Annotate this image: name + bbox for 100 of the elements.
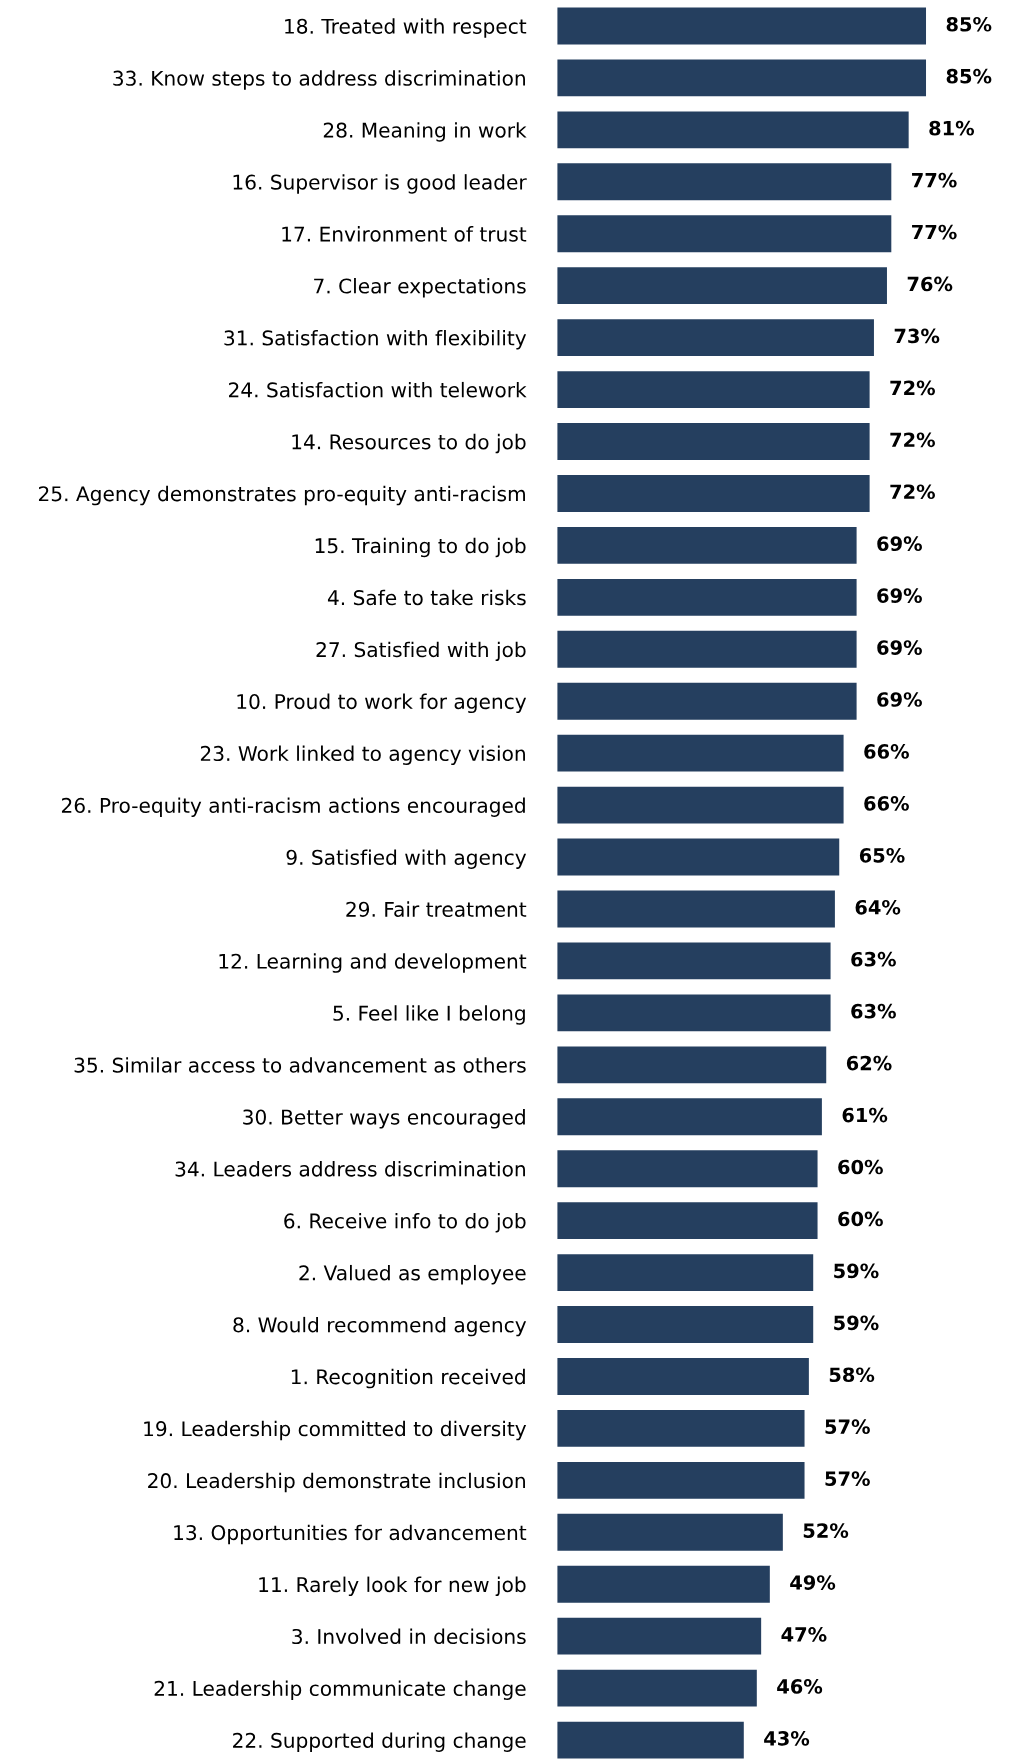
bar <box>557 942 831 980</box>
bar <box>557 1358 809 1395</box>
bar <box>557 1046 827 1084</box>
data-label: 52% <box>803 1523 849 1538</box>
y-tick-label: 28. Meaning in work <box>323 122 527 142</box>
bar <box>557 890 835 928</box>
y-tick-label: 2. Valued as employee <box>299 1264 526 1285</box>
data-label: 66% <box>864 744 909 759</box>
y-tick-label: 6. Receive info to do job <box>284 1212 526 1233</box>
data-label: 72% <box>890 432 935 448</box>
data-label: 65% <box>859 847 905 863</box>
y-tick-label: 29. Fair treatment <box>346 901 527 917</box>
y-tick-label: 12. Learning and development <box>219 953 527 973</box>
y-tick-label: 4. Safe to take risks <box>327 589 526 606</box>
bar <box>557 1254 814 1292</box>
data-label: 69% <box>877 588 922 603</box>
data-label: 60% <box>838 1159 883 1175</box>
bar <box>557 371 870 409</box>
bar <box>557 111 909 149</box>
y-tick-label: 3. Involved in decisions <box>292 1628 526 1645</box>
y-tick-label: 26. Pro-equity anti-racism actions encouraged <box>61 797 525 817</box>
y-tick-label: 13. Opportunities for advancement <box>174 1524 527 1545</box>
y-tick-label: 35. Similar access to advancement as others <box>74 1057 526 1073</box>
y-tick-label: 33. Know steps to address discrimination <box>113 70 525 90</box>
data-label: 77% <box>912 172 957 188</box>
data-label: 47% <box>781 1627 827 1642</box>
data-label: 81% <box>929 120 975 136</box>
data-label: 85% <box>946 68 992 84</box>
bar <box>557 267 887 305</box>
y-tick-label: 10. Proud to work for agency <box>237 693 527 714</box>
bar <box>557 1098 822 1136</box>
data-label: 59% <box>834 1263 879 1279</box>
data-label: 77% <box>912 224 957 240</box>
bar <box>557 1721 744 1759</box>
bar <box>557 1669 757 1707</box>
y-tick-label: 31. Satisfaction with flexibility <box>224 329 527 350</box>
bar <box>557 475 870 512</box>
bar <box>557 319 874 357</box>
bar <box>557 1565 770 1603</box>
y-tick-label: 19. Leadership committed to diversity <box>144 1420 527 1441</box>
y-tick-label: 27. Satisfied with job <box>316 641 526 662</box>
bar <box>557 682 857 720</box>
y-tick-label: 8. Would recommend agency <box>233 1316 527 1337</box>
bar <box>557 163 892 201</box>
bar <box>557 578 857 616</box>
bar <box>557 526 857 564</box>
data-label: 64% <box>855 899 901 915</box>
data-label: 63% <box>851 1003 896 1019</box>
y-tick-label: 22. Supported during change <box>233 1732 526 1752</box>
data-label: 58% <box>829 1367 875 1383</box>
data-label: 57% <box>825 1419 870 1435</box>
data-label: 61% <box>842 1107 888 1123</box>
bar <box>557 215 892 253</box>
y-tick-label: 15. Training to do job <box>315 537 526 558</box>
data-label: 66% <box>864 796 909 811</box>
data-label: 85% <box>946 16 992 32</box>
y-tick-label: 21. Leadership communicate change <box>154 1680 526 1700</box>
bar <box>557 786 844 824</box>
y-tick-label: 24. Satisfaction with telework <box>229 381 527 398</box>
data-label: 46% <box>777 1679 823 1694</box>
data-label: 57% <box>825 1471 870 1486</box>
y-tick-label: 5. Feel like I belong <box>333 1005 525 1025</box>
data-label: 60% <box>838 1211 883 1227</box>
y-tick-label: 16. Supervisor is good leader <box>233 174 527 194</box>
bar <box>557 423 870 460</box>
bar <box>557 1150 818 1188</box>
data-label: 73% <box>894 328 940 344</box>
y-tick-label: 17. Environment of trust <box>282 226 527 242</box>
bar <box>557 1513 783 1551</box>
bar <box>557 734 844 772</box>
data-label: 62% <box>846 1055 892 1071</box>
y-tick-label: 30. Better ways encouraged <box>243 1109 525 1129</box>
y-tick-label: 20. Leadership demonstrate inclusion <box>148 1472 525 1493</box>
bar <box>557 1306 814 1343</box>
data-label: 69% <box>877 640 922 655</box>
data-label: 49% <box>790 1575 836 1590</box>
data-label: 59% <box>834 1315 879 1331</box>
y-tick-label: 18. Treated with respect <box>285 18 527 38</box>
y-tick-label: 7. Clear expectations <box>314 278 526 298</box>
data-label: 76% <box>907 276 953 292</box>
bar <box>557 838 840 876</box>
bar <box>557 1409 805 1447</box>
y-tick-label: 9. Satisfied with agency <box>286 849 527 869</box>
y-tick-label: 34. Leaders address discrimination <box>175 1161 525 1177</box>
bar <box>557 1202 818 1240</box>
y-tick-label: 1. Recognition received <box>291 1368 525 1389</box>
data-label: 72% <box>890 380 935 396</box>
data-label: 72% <box>890 484 935 500</box>
y-tick-label: 23. Work linked to agency vision <box>200 745 525 765</box>
data-label: 69% <box>877 536 922 552</box>
bar <box>557 1617 762 1655</box>
y-tick-label: 25. Agency demonstrates pro-equity anti-racism <box>38 485 525 506</box>
bar <box>557 7 927 45</box>
data-label: 43% <box>764 1731 810 1746</box>
bar <box>557 630 857 668</box>
y-tick-label: 14. Resources to do job <box>292 433 526 454</box>
data-label: 63% <box>851 951 896 967</box>
y-tick-label: 11. Rarely look for new job <box>259 1576 526 1597</box>
data-label: 69% <box>877 692 922 707</box>
bar <box>557 994 831 1032</box>
